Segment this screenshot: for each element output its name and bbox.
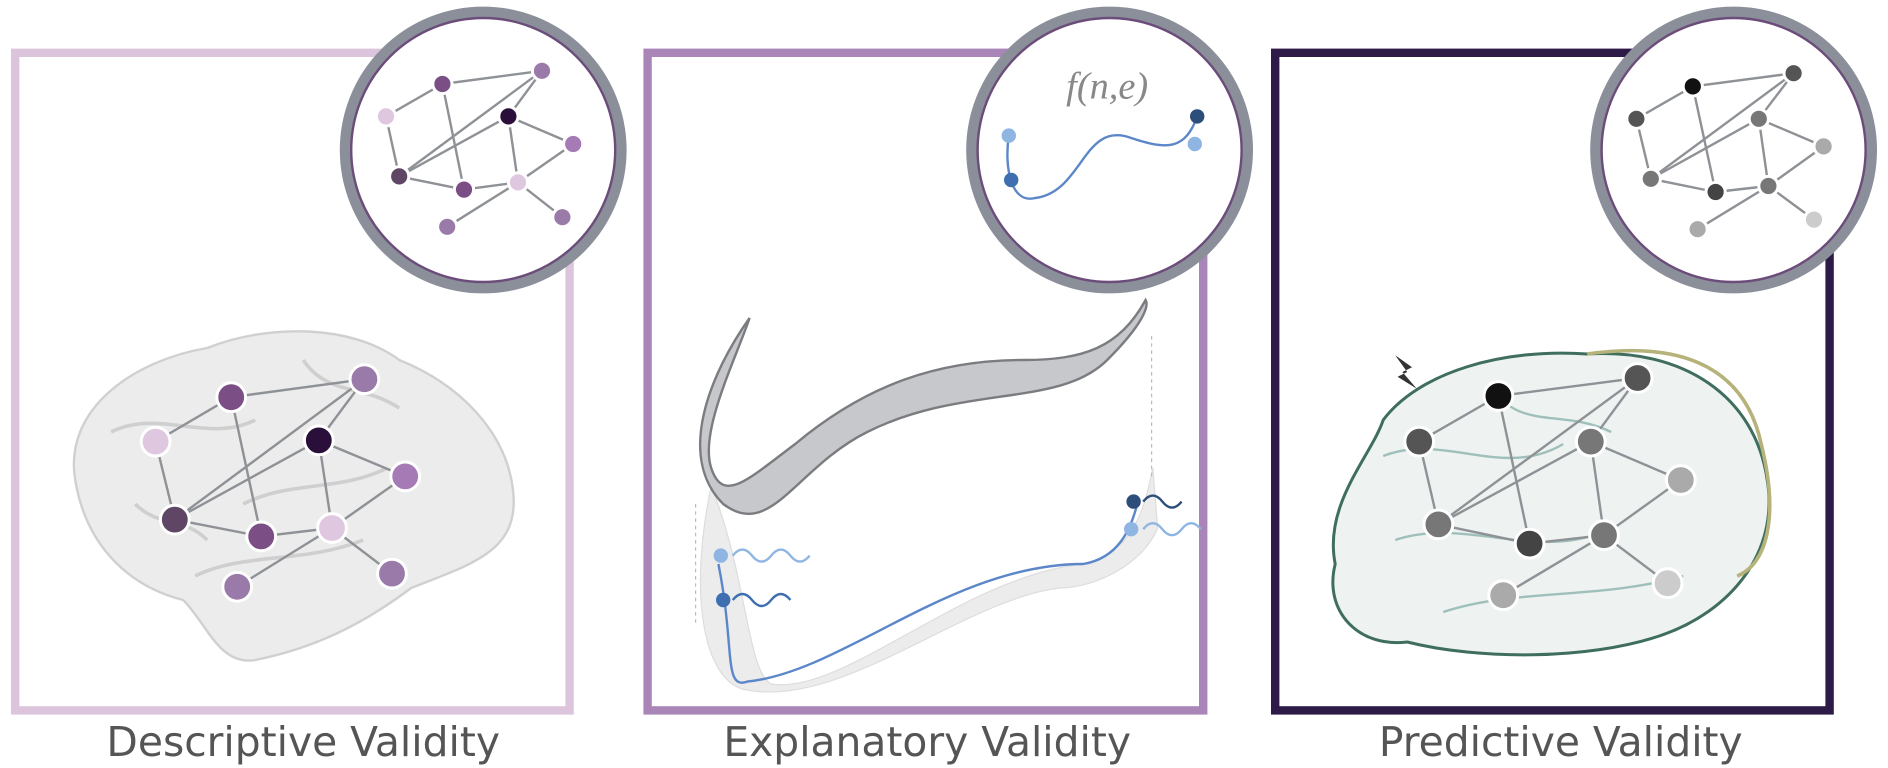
formula: f(n,e)	[1066, 65, 1148, 107]
node	[1405, 427, 1434, 456]
node	[160, 505, 189, 534]
panel-label: Explanatory Validity	[723, 718, 1131, 766]
neuron	[1190, 109, 1204, 123]
node	[1683, 77, 1702, 96]
node	[1576, 427, 1605, 456]
node	[454, 180, 473, 199]
node	[141, 427, 170, 456]
neuron	[1188, 137, 1202, 151]
node	[378, 559, 407, 588]
node	[553, 208, 572, 227]
node	[1749, 109, 1768, 128]
node	[1666, 466, 1695, 495]
page: f(n,e) Descriptive Validity Explanatory …	[0, 0, 1888, 768]
neuron	[714, 548, 728, 562]
node	[318, 514, 347, 543]
node	[1489, 581, 1518, 610]
node	[1784, 64, 1803, 83]
node	[350, 365, 379, 394]
node	[1688, 220, 1707, 239]
brain	[74, 331, 514, 660]
lightning	[1395, 355, 1417, 389]
signal	[733, 550, 810, 562]
node	[1484, 382, 1513, 411]
node	[223, 572, 252, 601]
neuron	[1004, 173, 1018, 187]
node	[1627, 109, 1646, 128]
node	[390, 167, 409, 186]
node	[1590, 521, 1619, 550]
node	[499, 107, 518, 126]
neuron	[716, 593, 730, 607]
node	[1424, 510, 1453, 539]
node	[247, 522, 276, 551]
node	[433, 74, 452, 93]
brain	[1333, 353, 1769, 655]
neuron	[1002, 128, 1016, 142]
node	[564, 134, 583, 153]
node	[1653, 569, 1682, 598]
node	[1814, 137, 1833, 156]
node	[1641, 169, 1660, 188]
worm	[700, 300, 1146, 514]
node	[376, 107, 395, 126]
node	[391, 462, 420, 491]
inset-circle	[972, 12, 1248, 288]
figure: f(n,e) Descriptive Validity Explanatory …	[0, 0, 1888, 768]
panel-label: Descriptive Validity	[106, 718, 500, 766]
neuron	[1126, 494, 1140, 508]
node	[532, 61, 551, 80]
node	[508, 173, 527, 192]
panel-label: Predictive Validity	[1379, 718, 1743, 766]
node	[1515, 529, 1544, 558]
node	[304, 426, 333, 455]
node	[1804, 210, 1823, 229]
node	[1623, 364, 1652, 393]
node	[1759, 176, 1778, 195]
node	[1706, 182, 1725, 201]
node	[438, 217, 457, 236]
neuron	[1124, 522, 1138, 536]
node	[217, 383, 246, 412]
